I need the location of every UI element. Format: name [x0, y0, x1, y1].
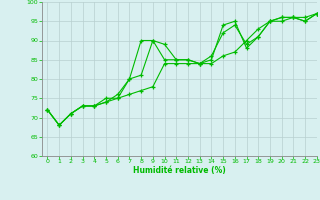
X-axis label: Humidité relative (%): Humidité relative (%): [133, 166, 226, 175]
